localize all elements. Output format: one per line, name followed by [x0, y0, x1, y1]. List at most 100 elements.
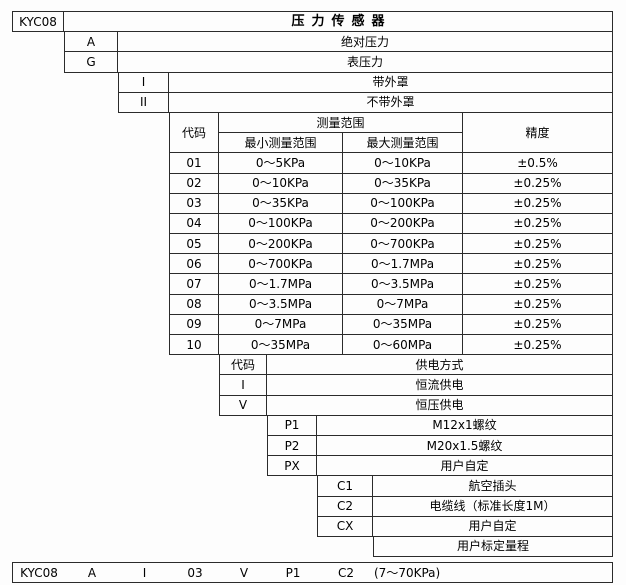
example-range-value: (7～70KPa)	[374, 566, 441, 580]
range-max: 0～3.5MPa	[342, 273, 463, 295]
example-power-supply: V	[239, 565, 249, 580]
min-range-header: 最小测量范围	[218, 132, 343, 154]
thread-label: 用户自定	[316, 455, 613, 477]
range-row: 09 0～7MPa 0～35MPa ±0.25%	[12, 313, 613, 336]
product-name-cell: 压力传感器	[63, 11, 613, 33]
thread-row: P1 M12x1螺纹	[12, 414, 613, 436]
range-min: 0～7MPa	[218, 313, 343, 336]
thread-code: PX	[267, 455, 317, 477]
connection-code: CX	[317, 515, 373, 537]
range-max: 0～35MPa	[342, 313, 463, 336]
range-code: 02	[169, 172, 219, 194]
connection-code: C2	[317, 495, 373, 517]
range-min: 0～200KPa	[218, 233, 343, 255]
range-min: 0～35KPa	[218, 192, 343, 214]
range-accuracy: ±0.25%	[462, 172, 613, 194]
pressure-type-label: 表压力	[117, 51, 613, 73]
power-supply-header-row: 代码 供电方式	[12, 354, 613, 376]
custom-range-row: 用户标定量程	[12, 535, 613, 558]
connection-label: 电缆线（标准长度1M）	[372, 495, 613, 517]
pressure-type-label: 绝对压力	[117, 31, 613, 53]
housing-label: 带外罩	[168, 71, 613, 93]
range-code: 03	[169, 192, 219, 214]
example-housing: I	[142, 565, 147, 580]
range-row: 05 0～200KPa 0～700KPa ±0.25%	[12, 233, 613, 255]
range-accuracy: ±0.25%	[462, 192, 613, 214]
thread-code: P1	[267, 414, 317, 436]
range-accuracy: ±0.25%	[462, 273, 613, 295]
thread-row: P2 M20x1.5螺纹	[12, 434, 613, 457]
connection-row: C2 电缆线（标准长度1M）	[12, 495, 613, 517]
example-model: KYC08	[20, 565, 58, 580]
range-code: 07	[169, 273, 219, 295]
power-supply-code: I	[219, 374, 267, 396]
range-row: 07 0～1.7MPa 0～3.5MPa ±0.25%	[12, 273, 613, 295]
connection-label: 用户自定	[372, 515, 613, 537]
range-code-header: 代码	[169, 111, 219, 154]
example-connection: C2	[337, 565, 354, 580]
range-row: 08 0～3.5MPa 0～7MPa ±0.25%	[12, 293, 613, 315]
thread-row: PX 用户自定	[12, 455, 613, 477]
range-min: 0～10KPa	[218, 172, 343, 194]
accuracy-header: 精度	[462, 111, 613, 154]
range-min: 0～35MPa	[218, 334, 343, 356]
connection-code: C1	[317, 475, 373, 497]
thread-label: M12x1螺纹	[316, 414, 613, 436]
range-min: 0～700KPa	[218, 253, 343, 275]
range-min: 0～100KPa	[218, 212, 343, 235]
model-row: KYC08 压力传感器	[12, 11, 613, 33]
model-code-cell: KYC08	[12, 11, 64, 33]
housing-row: I 带外罩	[12, 71, 613, 93]
range-code: 01	[169, 152, 219, 174]
range-max: 0～35KPa	[342, 172, 463, 194]
example-thread: P1	[285, 565, 301, 580]
range-max: 0～7MPa	[342, 293, 463, 315]
power-supply-row: V 恒压供电	[12, 394, 613, 416]
range-max: 0～200KPa	[342, 212, 463, 235]
range-code: 06	[169, 253, 219, 275]
connection-label: 航空插头	[372, 475, 613, 497]
custom-range-label: 用户标定量程	[373, 535, 613, 558]
power-supply-label: 恒流供电	[266, 374, 613, 396]
connection-row: C1 航空插头	[12, 475, 613, 497]
range-row: 03 0～35KPa 0～100KPa ±0.25%	[12, 192, 613, 214]
ordering-example-row: KYC08 A I 03 V P1 C2 (7～70KPa)	[12, 562, 613, 583]
range-accuracy: ±0.25%	[462, 313, 613, 336]
power-supply-row: I 恒流供电	[12, 374, 613, 396]
range-row: 06 0～700KPa 0～1.7MPa ±0.25%	[12, 253, 613, 275]
range-code: 05	[169, 233, 219, 255]
range-accuracy: ±0.5%	[462, 152, 613, 174]
pressure-type-row: G 表压力	[12, 51, 613, 73]
range-max: 0～10KPa	[342, 152, 463, 174]
range-max: 0～1.7MPa	[342, 253, 463, 275]
connection-row: CX 用户自定	[12, 515, 613, 537]
range-code: 08	[169, 293, 219, 315]
housing-label: 不带外罩	[168, 91, 613, 113]
pressure-type-code: G	[64, 51, 118, 73]
power-supply-label: 恒压供电	[266, 394, 613, 416]
max-range-header: 最大测量范围	[342, 132, 463, 154]
range-header: 测量范围	[218, 111, 463, 134]
range-accuracy: ±0.25%	[462, 334, 613, 356]
housing-code: II	[118, 91, 169, 113]
power-supply-code-header: 代码	[219, 354, 267, 376]
range-code: 10	[169, 334, 219, 356]
example-range-code: 03	[187, 565, 203, 580]
range-code: 09	[169, 313, 219, 336]
range-code: 04	[169, 212, 219, 235]
power-supply-code: V	[219, 394, 267, 416]
range-min: 0～5KPa	[218, 152, 343, 174]
range-row: 04 0～100KPa 0～200KPa ±0.25%	[12, 212, 613, 235]
range-max: 0～700KPa	[342, 233, 463, 255]
range-accuracy: ±0.25%	[462, 293, 613, 315]
example-pressure-type: A	[87, 565, 97, 580]
range-max: 0～100KPa	[342, 192, 463, 214]
thread-label: M20x1.5螺纹	[316, 434, 613, 457]
power-supply-label-header: 供电方式	[266, 354, 613, 376]
range-row: 02 0～10KPa 0～35KPa ±0.25%	[12, 172, 613, 194]
range-table-header: 代码 测量范围 最小测量范围 最大测量范围 精度	[12, 111, 613, 154]
range-min: 0～1.7MPa	[218, 273, 343, 295]
pressure-type-row: A 绝对压力	[12, 31, 613, 53]
range-accuracy: ±0.25%	[462, 253, 613, 275]
